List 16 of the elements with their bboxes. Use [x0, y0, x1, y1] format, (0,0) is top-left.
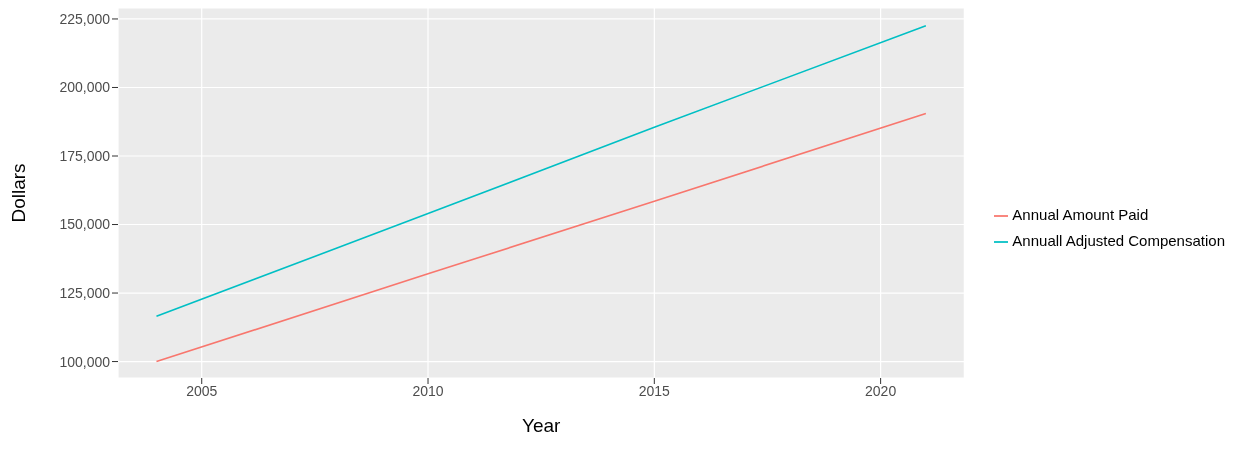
- x-axis-title: Year: [521, 415, 562, 436]
- y-tick-label: 175,000: [59, 147, 111, 164]
- line-series: [155, 25, 927, 318]
- y-tick-label: 125,000: [59, 285, 111, 302]
- y-axis-title: Dollars: [7, 163, 29, 223]
- legend-label: Annual Amount Paid: [1012, 206, 1149, 223]
- legend-label: Annuall Adjusted Compensation: [1012, 232, 1225, 249]
- y-tick-label: 100,000: [59, 353, 111, 370]
- y-tick-label: 225,000: [59, 10, 111, 27]
- x-tick-label: 2015: [638, 382, 671, 399]
- y-tick-label: 200,000: [59, 79, 111, 96]
- line-series: [155, 112, 927, 363]
- x-tick-label: 2020: [865, 382, 897, 399]
- x-tick-label: 2010: [412, 382, 444, 399]
- x-tick-label: 2005: [186, 382, 218, 399]
- y-tick-label: 150,000: [59, 216, 111, 233]
